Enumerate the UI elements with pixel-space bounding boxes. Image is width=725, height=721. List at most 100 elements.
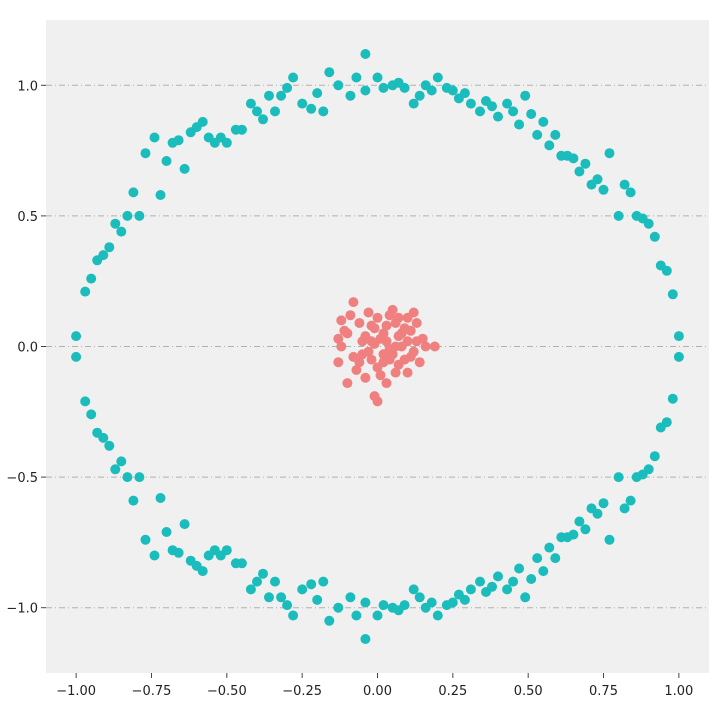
data-point (532, 553, 543, 564)
data-point (375, 370, 386, 381)
data-point (252, 106, 262, 117)
data-point (667, 289, 678, 300)
data-point (399, 82, 410, 93)
data-point (649, 451, 660, 462)
data-point (475, 576, 485, 587)
data-point (354, 318, 365, 328)
data-point (98, 250, 109, 261)
data-point (372, 396, 383, 407)
data-point (351, 365, 362, 375)
data-point (360, 49, 371, 59)
data-point (324, 67, 335, 78)
data-point (288, 610, 299, 621)
y-tick-label: 0.5 (17, 210, 38, 225)
data-point (655, 422, 666, 433)
data-point (264, 90, 274, 101)
data-point (342, 328, 353, 339)
y-tick-label: −1.0 (6, 602, 38, 617)
data-point (104, 242, 115, 253)
data-point (526, 109, 537, 119)
data-point (230, 558, 241, 569)
data-point (402, 336, 413, 347)
data-point (324, 615, 335, 626)
data-point (312, 88, 323, 99)
data-point (508, 106, 519, 117)
data-point (80, 396, 91, 407)
data-point (116, 226, 127, 237)
data-point (282, 600, 293, 611)
data-point (306, 579, 317, 590)
data-point (574, 516, 585, 527)
data-point (673, 331, 684, 342)
data-point (354, 357, 365, 368)
data-point (348, 297, 359, 308)
data-point (387, 602, 398, 613)
data-point (270, 106, 280, 117)
data-point (363, 307, 374, 318)
data-point (544, 140, 555, 151)
data-point (333, 80, 344, 91)
data-point (381, 320, 392, 331)
data-point (297, 98, 308, 109)
data-point (673, 351, 684, 362)
data-point (396, 328, 407, 339)
data-point (574, 166, 585, 177)
data-point (619, 179, 630, 190)
data-point (351, 610, 362, 621)
data-point (134, 210, 145, 221)
data-point (613, 472, 624, 483)
data-point (345, 310, 356, 321)
data-point (122, 472, 133, 483)
data-point (360, 85, 371, 96)
data-point (336, 341, 347, 352)
data-point (149, 550, 160, 561)
data-point (134, 472, 145, 483)
data-point (372, 362, 383, 373)
data-point (390, 341, 401, 352)
data-point (155, 190, 166, 200)
data-point (333, 357, 344, 368)
data-point (252, 576, 262, 587)
data-point (258, 568, 268, 579)
data-point (86, 409, 97, 420)
data-point (580, 524, 591, 535)
data-point (357, 336, 368, 347)
data-point (372, 312, 383, 323)
data-point (604, 148, 615, 159)
data-point (372, 610, 383, 621)
data-point (453, 589, 464, 600)
data-point (297, 584, 308, 595)
data-point (447, 85, 458, 96)
data-point (408, 98, 419, 109)
data-point (493, 111, 503, 122)
data-point (360, 597, 371, 608)
data-point (366, 336, 377, 347)
data-point (140, 148, 151, 159)
data-point (360, 634, 371, 644)
data-point (643, 218, 654, 229)
data-point (619, 503, 630, 514)
data-point (538, 566, 549, 577)
data-point (282, 82, 293, 93)
data-point (414, 357, 425, 368)
data-point (378, 82, 389, 93)
data-point (236, 124, 247, 135)
y-tick-label: −0.5 (6, 471, 38, 486)
data-point (625, 187, 636, 198)
data-point (604, 534, 615, 545)
data-point (556, 532, 567, 543)
data-point (426, 85, 437, 96)
data-point (270, 576, 280, 587)
series-2 (333, 297, 440, 407)
data-point (586, 503, 597, 514)
x-tick-label: −0.50 (207, 684, 247, 699)
data-point (475, 106, 485, 117)
y-axis-ticks: 1.0 0.5 0.0 −0.5 −1.0 (6, 79, 46, 617)
x-tick-label: 0.75 (589, 684, 618, 699)
data-point (550, 553, 561, 564)
data-point (378, 600, 389, 611)
data-point (381, 378, 392, 389)
data-point (544, 542, 555, 553)
data-point (420, 602, 431, 613)
